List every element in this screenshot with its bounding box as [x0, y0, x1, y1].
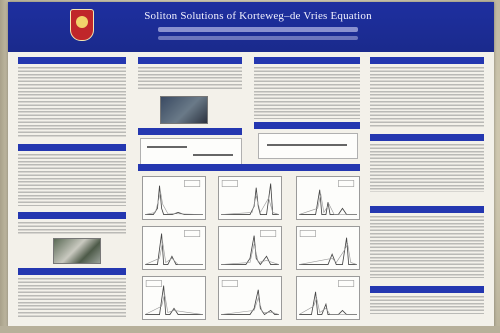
section-header-solitons: [254, 57, 360, 64]
section-header-method: [138, 128, 242, 135]
result-plot-6: [296, 226, 360, 270]
discussion-text: [370, 144, 484, 192]
section-header-discussion: [370, 134, 484, 141]
section-header-references: [370, 286, 484, 293]
result-plot-1: [142, 176, 206, 220]
wall-edge: [0, 0, 10, 333]
applications-text: [18, 278, 126, 318]
wave-photo: [160, 96, 208, 124]
analysis-text: [370, 67, 484, 127]
kdv-equation-text: [138, 67, 242, 91]
floor-shadow: [0, 326, 500, 333]
section-header-kdv-equation: [138, 57, 242, 64]
result-plot-9: [296, 276, 360, 320]
poster-authors-text: [158, 27, 358, 32]
university-crest-icon: [70, 9, 94, 41]
section-header-analysis: [370, 57, 484, 64]
poster: Soliton Solutions of Korteweg–de Vries E…: [8, 2, 494, 328]
section-header-history: [18, 212, 126, 219]
result-plot-7: [142, 276, 206, 320]
result-plot-2: [218, 176, 282, 220]
result-plot-4: [142, 226, 206, 270]
result-plot-8: [218, 276, 282, 320]
history-text: [18, 222, 126, 234]
result-plot-5: [218, 226, 282, 270]
section-header-introduction: [18, 57, 126, 64]
history-photo: [53, 238, 101, 264]
section-header-applications: [18, 268, 126, 275]
background-text: [18, 154, 126, 206]
references-text: [370, 296, 484, 314]
solution-equation: [258, 133, 358, 159]
poster-header: Soliton Solutions of Korteweg–de Vries E…: [8, 2, 494, 52]
section-header-solution: [254, 122, 360, 129]
solitons-text: [254, 67, 360, 119]
section-header-background: [18, 144, 126, 151]
result-plot-3: [296, 176, 360, 220]
poster-affiliation-text: [158, 36, 358, 40]
introduction-text: [18, 67, 126, 137]
conclusion-text: [370, 216, 484, 278]
section-header-conclusion: [370, 206, 484, 213]
section-header-results: [138, 164, 360, 171]
poster-title: Soliton Solutions of Korteweg–de Vries E…: [144, 10, 372, 22]
